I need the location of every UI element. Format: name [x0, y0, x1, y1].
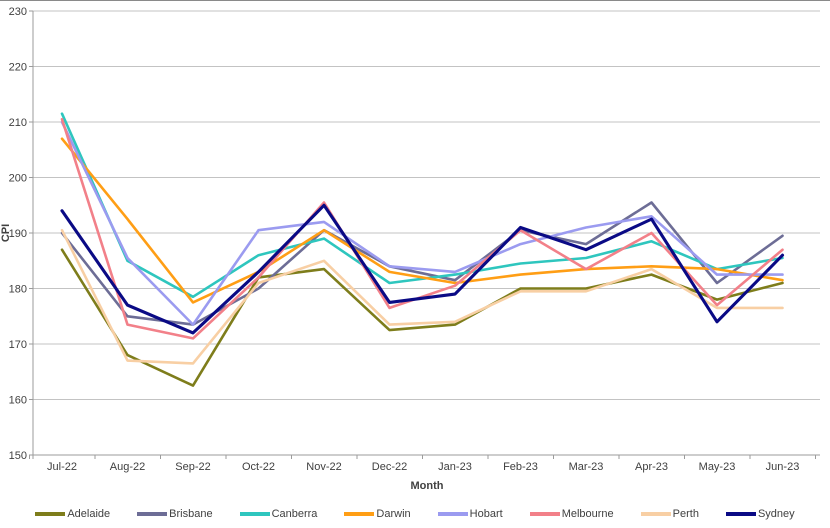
- series-line-brisbane: [60, 201, 784, 326]
- legend-swatch-perth: [640, 512, 671, 516]
- x-tick-label: Nov-22: [306, 461, 341, 473]
- legend-item-sydney: Sydney: [725, 508, 795, 520]
- y-tick-label: 150: [9, 450, 27, 462]
- legend-swatch-sydney: [725, 512, 756, 516]
- legend-item-melbourne: Melbourne: [529, 508, 614, 520]
- x-tick-label: Sep-22: [175, 461, 210, 473]
- x-axis-title: Month: [411, 480, 444, 492]
- legend-swatch-darwin: [344, 512, 375, 516]
- legend-swatch-brisbane: [137, 512, 168, 516]
- y-tick-label: 220: [9, 62, 27, 74]
- x-tick-label: Aug-22: [110, 461, 145, 473]
- series-line-adelaide: [60, 248, 784, 387]
- x-tick-label: Apr-23: [635, 461, 668, 473]
- x-tick-label: Jun-23: [766, 461, 800, 473]
- legend-item-perth: Perth: [640, 508, 699, 520]
- y-axis-title: CPI: [0, 224, 12, 242]
- legend-swatch-adelaide: [35, 512, 66, 516]
- legend-item-canberra: Canberra: [239, 508, 318, 520]
- legend-label: Perth: [672, 508, 699, 520]
- legend-label: Canberra: [271, 508, 318, 520]
- legend: Adelaide Brisbane Canberra Darwin Hobart Melb…: [0, 503, 830, 525]
- y-tick-label: 190: [9, 228, 27, 240]
- plot-area: 150 160 170 180 190 200 210 220 230 Jul-22 Aug-22 S…: [0, 6, 820, 492]
- legend-label: Melbourne: [561, 508, 614, 520]
- x-tick-label: Jul-22: [47, 461, 77, 473]
- y-tick-label: 160: [9, 395, 27, 407]
- y-tick-label: 210: [9, 117, 27, 129]
- legend-label: Hobart: [469, 508, 503, 520]
- legend-item-darwin: Darwin: [344, 508, 411, 520]
- gridlines: [33, 10, 820, 400]
- legend-item-hobart: Hobart: [437, 508, 503, 520]
- legend-label: Darwin: [376, 508, 411, 520]
- x-tick-label: Dec-22: [372, 461, 407, 473]
- series-line-sydney: [60, 203, 785, 335]
- x-tick-label: Feb-23: [503, 461, 538, 473]
- y-tick-label: 180: [9, 284, 27, 296]
- x-tick-label: Mar-23: [569, 461, 604, 473]
- legend-swatch-melbourne: [529, 512, 560, 516]
- series-line-darwin: [60, 137, 784, 304]
- x-tick-label: Jan-23: [438, 461, 472, 473]
- legend-label: Sydney: [757, 508, 795, 520]
- legend-label: Adelaide: [67, 508, 111, 520]
- x-tick-label: Oct-22: [242, 461, 275, 473]
- legend-swatch-canberra: [239, 512, 270, 516]
- y-tick-label: 200: [9, 173, 27, 185]
- legend-swatch-hobart: [437, 512, 468, 516]
- series-line-hobart: [60, 120, 784, 326]
- series-lines: [60, 112, 785, 387]
- series-line-perth: [60, 228, 784, 365]
- legend-item-adelaide: Adelaide: [35, 508, 110, 520]
- axis-labels: 150 160 170 180 190 200 210 220 230 Jul-22 Aug-22 S…: [9, 6, 800, 473]
- chart-top-border: [0, 0, 830, 1]
- y-tick-label: 230: [9, 6, 27, 18]
- legend-label: Brisbane: [169, 508, 213, 520]
- axes: [28, 10, 820, 459]
- y-tick-label: 170: [9, 339, 27, 351]
- legend-item-brisbane: Brisbane: [137, 508, 213, 520]
- x-tick-label: May-23: [699, 461, 736, 473]
